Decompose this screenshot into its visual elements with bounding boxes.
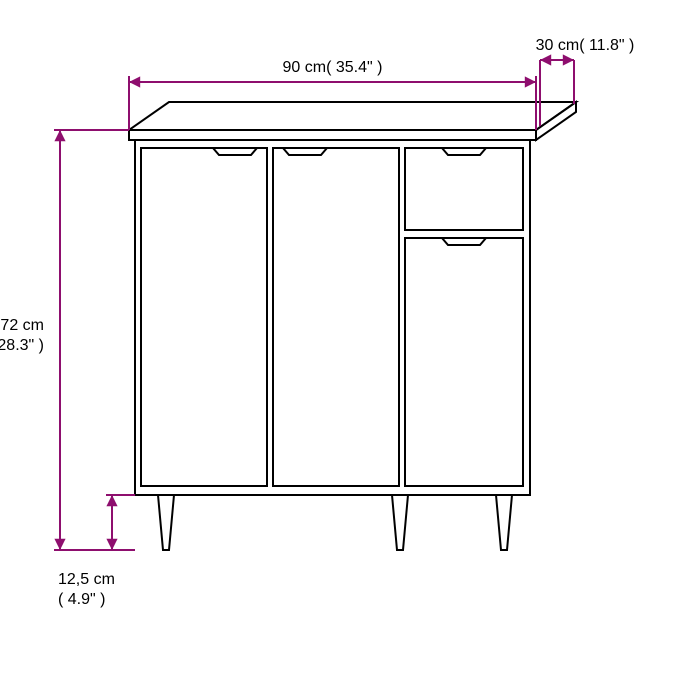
dimension-label: 90 cm( 35.4" ): [283, 59, 383, 76]
dimension-label: 72 cm: [0, 317, 44, 334]
dimension-label: 30 cm( 11.8" ): [536, 37, 635, 54]
dimension-label: 12,5 cm: [58, 571, 115, 588]
cabinet-drawing: [129, 102, 576, 550]
dimension-label: ( 28.3" ): [0, 337, 44, 354]
dimension-lines: 90 cm( 35.4" ) 30 cm( 11.8" ) 72 cm ( 28.3"…: [0, 37, 634, 608]
dimension-label: ( 4.9" ): [58, 591, 105, 608]
